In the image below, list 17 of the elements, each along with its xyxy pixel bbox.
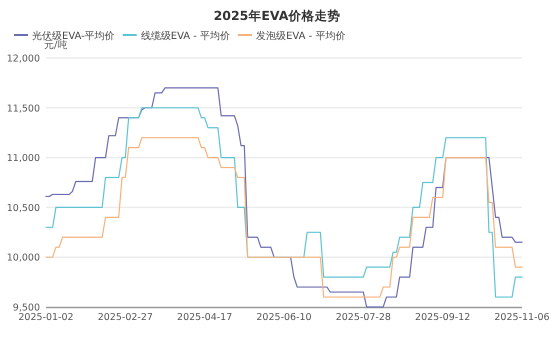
x-tick-label: 2025-09-12 [415, 312, 470, 323]
chart-title: 2025年EVA价格走势 [214, 8, 340, 23]
x-tick-label: 2025-04-17 [177, 312, 232, 323]
y-tick-label: 11,500 [6, 103, 40, 114]
legend-label: 发泡级EVA - 平均价 [256, 30, 346, 42]
x-tick-label: 2025-02-27 [98, 312, 153, 323]
y-axis-title: 元/吨 [44, 39, 68, 51]
x-tick-label: 2025-01-02 [18, 312, 74, 323]
x-tick-label: 2025-11-06 [494, 312, 550, 323]
y-tick-label: 9,500 [12, 302, 40, 314]
x-tick-label: 2025-06-10 [256, 312, 312, 323]
y-tick-label: 10,000 [6, 252, 40, 264]
x-tick-label: 2025-07-28 [336, 312, 391, 323]
legend-label: 线缆级EVA - 平均价 [140, 30, 230, 42]
y-tick-label: 10,500 [6, 202, 40, 214]
y-tick-label: 12,000 [6, 54, 40, 64]
y-tick-label: 11,000 [6, 153, 40, 164]
